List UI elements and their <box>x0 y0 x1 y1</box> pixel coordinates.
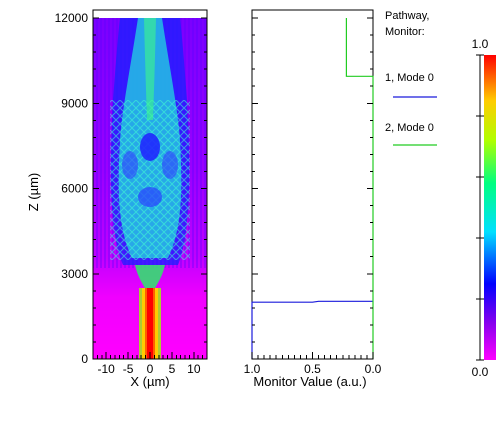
monitor-series-2-line <box>345 18 374 359</box>
monitor-frame <box>251 9 374 360</box>
monitor-y-axis <box>252 17 373 360</box>
monitor-x-tick-label: 0.0 <box>365 362 382 376</box>
field-y-tick-label: 3000 <box>61 267 88 281</box>
colorbar: 1.0 0.0 <box>472 37 496 379</box>
legend-header-line2: Monitor: <box>385 26 425 38</box>
field-y-tick-label: 12000 <box>55 11 89 25</box>
monitor-series <box>251 18 374 359</box>
field-y-tick-label: 0 <box>81 352 88 366</box>
legend-entry-2-label: 2, Mode 0 <box>385 122 434 134</box>
colorbar-gradient <box>484 55 496 360</box>
colorbar-ticks <box>476 54 484 361</box>
field-heatmap <box>93 18 207 359</box>
legend-entry-1-label: 1, Mode 0 <box>385 72 434 84</box>
colorbar-min-label: 0.0 <box>472 365 489 379</box>
field-x-tick-label: -10 <box>97 362 115 376</box>
field-x-tick-label: 5 <box>169 362 176 376</box>
field-x-axis: -10 -5 0 5 10 <box>96 352 204 376</box>
field-y-axis-label: Z (µm) <box>26 173 41 212</box>
field-x-tick-label: 10 <box>187 362 201 376</box>
field-y-tick-label: 6000 <box>61 182 88 196</box>
legend-header-line1: Pathway, <box>385 10 429 22</box>
monitor-series-1-line <box>251 300 373 359</box>
field-x-tick-label: -5 <box>123 362 134 376</box>
monitor-x-tick-label: 0.5 <box>304 362 321 376</box>
field-y-axis: 0 3000 6000 9000 12000 <box>55 11 207 366</box>
legend: Pathway, Monitor: 1, Mode 0 2, Mode 0 <box>385 10 437 146</box>
field-x-tick-label: 0 <box>147 362 154 376</box>
monitor-x-tick-label: 1.0 <box>244 362 261 376</box>
monitor-x-axis-label: Monitor Value (a.u.) <box>253 374 366 389</box>
monitor-x-axis: 1.0 0.5 0.0 <box>244 352 382 376</box>
field-x-axis-label: X (µm) <box>130 374 169 389</box>
field-y-tick-label: 9000 <box>61 96 88 110</box>
colorbar-max-label: 1.0 <box>472 37 489 51</box>
